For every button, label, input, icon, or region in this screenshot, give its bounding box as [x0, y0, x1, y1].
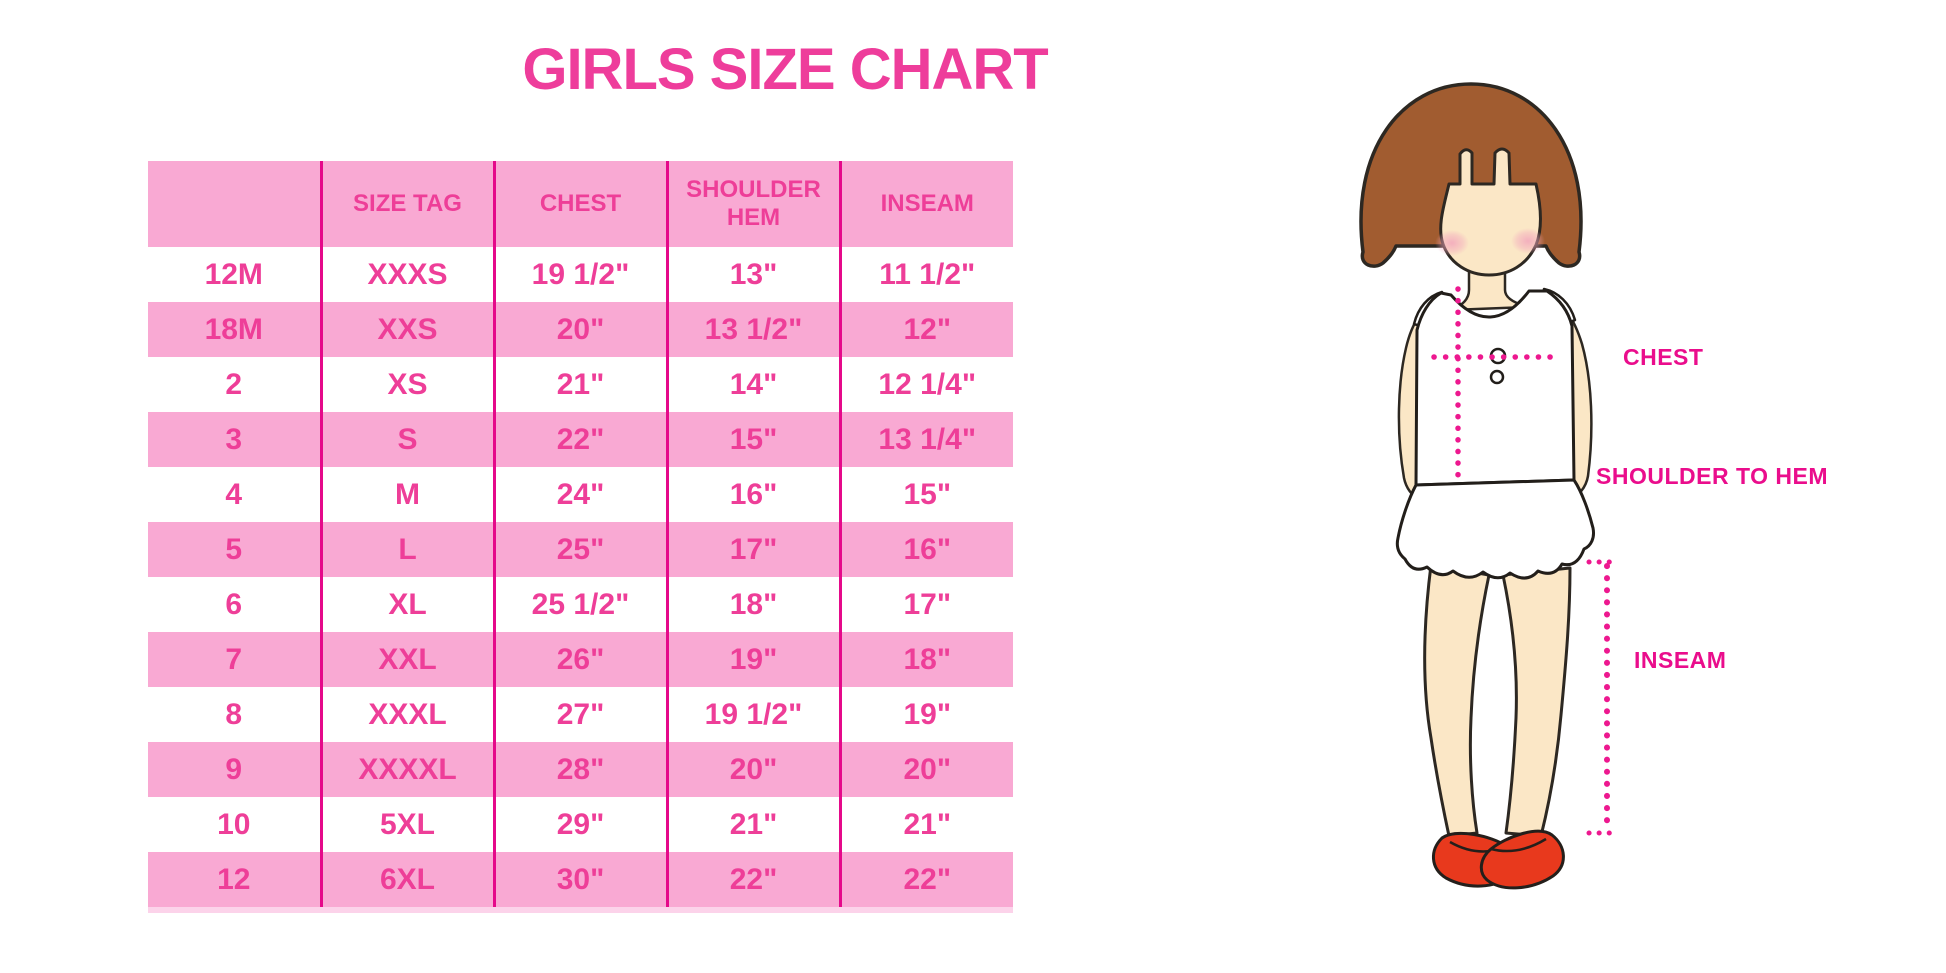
table-cell: 17" — [838, 577, 1013, 632]
table-cell: 17" — [665, 522, 840, 577]
table-cell: XL — [319, 577, 494, 632]
table-cell: XS — [319, 357, 494, 412]
table-cell: 16" — [665, 467, 840, 522]
table-cell: 16" — [838, 522, 1013, 577]
button-2 — [1489, 369, 1505, 385]
top-bodice — [1414, 289, 1576, 487]
table-row: 10 5XL 29" 21" 21" — [148, 797, 1013, 852]
table-cell: 19" — [665, 632, 840, 687]
table-cell: 10 — [148, 797, 321, 852]
table-row: 12 6XL 30" 22" 22" — [148, 852, 1013, 907]
inseam-label: INSEAM — [1634, 647, 1727, 673]
table-row: 8 XXXL 27" 19 1/2" 19" — [148, 687, 1013, 742]
page-title: GIRLS SIZE CHART — [522, 37, 1048, 102]
table-cell: 5XL — [319, 797, 494, 852]
table-cell: 22" — [492, 412, 667, 467]
table-cell: 19 1/2" — [492, 247, 667, 302]
leg-right — [1501, 566, 1572, 838]
table-cell: 25" — [492, 522, 667, 577]
chest-label: CHEST — [1623, 344, 1704, 370]
girl-illustration — [1359, 82, 1622, 890]
table-cell: 29" — [492, 797, 667, 852]
column-header: SIZE TAG — [319, 161, 494, 247]
table-cell: XXXS — [319, 247, 494, 302]
table-cell: 11 1/2" — [838, 247, 1013, 302]
table-cell: 20" — [492, 302, 667, 357]
table-cell: 15" — [665, 412, 840, 467]
table-cell: 6XL — [319, 852, 494, 907]
table-cell: 18M — [148, 302, 321, 357]
table-cell: 19" — [838, 687, 1013, 742]
table-row: 3 S 22" 15" 13 1/4" — [148, 412, 1013, 467]
table-cell: 24" — [492, 467, 667, 522]
skirt — [1395, 478, 1595, 580]
table-cell: S — [319, 412, 494, 467]
table-cell: 12" — [838, 302, 1013, 357]
table-cell: 9 — [148, 742, 321, 797]
table-bottom-strip — [148, 907, 1013, 913]
table-cell: 18" — [665, 577, 840, 632]
table-cell: 13 1/2" — [665, 302, 840, 357]
column-header — [148, 161, 321, 247]
table-cell: XXXXL — [319, 742, 494, 797]
table-row: 4 M 24" 16" 15" — [148, 467, 1013, 522]
table-cell: 22" — [665, 852, 840, 907]
table-cell: 21" — [665, 797, 840, 852]
table-cell: 19 1/2" — [665, 687, 840, 742]
shoe-right — [1479, 829, 1565, 890]
table-cell: 2 — [148, 357, 321, 412]
header-row: SIZE TAG CHEST SHOULDER HEM INSEAM — [148, 161, 1013, 247]
size-table: SIZE TAG CHEST SHOULDER HEM INSEAM 12M XXXS 1… — [148, 161, 1013, 907]
table-cell: 21" — [492, 357, 667, 412]
table-cell: XXL — [319, 632, 494, 687]
table-cell: 27" — [492, 687, 667, 742]
table-cell: XXS — [319, 302, 494, 357]
table-cell: 12 — [148, 852, 321, 907]
table-cell: XXXL — [319, 687, 494, 742]
shoulder-to-hem-label: SHOULDER TO HEM — [1596, 463, 1828, 489]
table-cell: 6 — [148, 577, 321, 632]
column-header: SHOULDER HEM — [665, 161, 840, 247]
column-header: CHEST — [492, 161, 667, 247]
table-cell: 13" — [665, 247, 840, 302]
table-row: 2 XS 21" 14" 12 1/4" — [148, 357, 1013, 412]
table-cell: 5 — [148, 522, 321, 577]
table-cell: 8 — [148, 687, 321, 742]
table-cell: 21" — [838, 797, 1013, 852]
table-cell: 3 — [148, 412, 321, 467]
table-cell: 25 1/2" — [492, 577, 667, 632]
table-cell: L — [319, 522, 494, 577]
table-cell: 20" — [665, 742, 840, 797]
table-cell: 12 1/4" — [838, 357, 1013, 412]
table-row: 7 XXL 26" 19" 18" — [148, 632, 1013, 687]
table-cell: 12M — [148, 247, 321, 302]
table-row: 9 XXXXL 28" 20" 20" — [148, 742, 1013, 797]
table-cell: 20" — [838, 742, 1013, 797]
size-table-header: SIZE TAG CHEST SHOULDER HEM INSEAM — [148, 161, 1013, 247]
table-row: 6 XL 25 1/2" 18" 17" — [148, 577, 1013, 632]
table-row: 12M XXXS 19 1/2" 13" 11 1/2" — [148, 247, 1013, 302]
size-table-body: 12M XXXS 19 1/2" 13" 11 1/2" 18M XXS 20" 13 1/2"… — [148, 247, 1013, 907]
table-cell: M — [319, 467, 494, 522]
table-cell: 26" — [492, 632, 667, 687]
table-row: 5 L 25" 17" 16" — [148, 522, 1013, 577]
table-cell: 15" — [838, 467, 1013, 522]
column-header: INSEAM — [838, 161, 1013, 247]
table-cell: 4 — [148, 467, 321, 522]
table-cell: 18" — [838, 632, 1013, 687]
table-cell: 22" — [838, 852, 1013, 907]
table-row: 18M XXS 20" 13 1/2" 12" — [148, 302, 1013, 357]
table-cell: 28" — [492, 742, 667, 797]
blush-left — [1435, 230, 1469, 256]
table-cell: 30" — [492, 852, 667, 907]
table-cell: 13 1/4" — [838, 412, 1013, 467]
blush-right — [1511, 228, 1545, 254]
table-cell: 7 — [148, 632, 321, 687]
table-cell: 14" — [665, 357, 840, 412]
leg-left — [1423, 563, 1491, 838]
